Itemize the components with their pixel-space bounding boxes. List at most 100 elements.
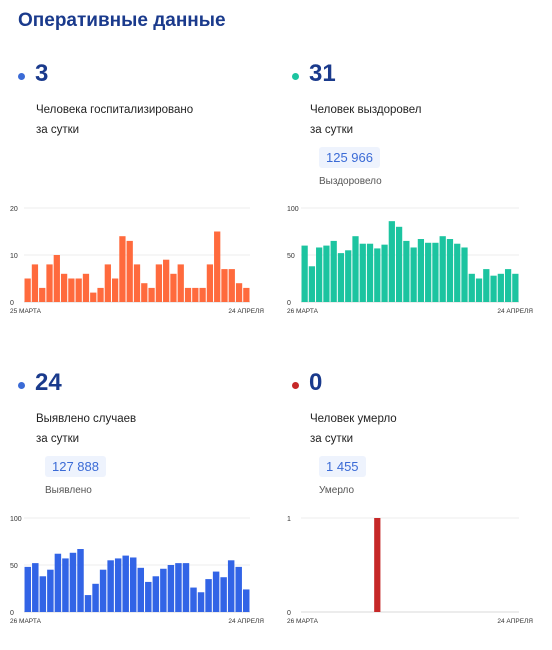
bar (47, 569, 54, 612)
panel-cases: 24 Выявлено случаев за сутки 127 888 Выя… (18, 367, 283, 650)
bar (352, 236, 359, 302)
daily-label-line2: за сутки (310, 433, 354, 445)
bar (39, 576, 47, 612)
bullet-icon (292, 73, 299, 80)
bar (133, 264, 141, 302)
bar (77, 549, 84, 612)
y-tick-label: 0 (287, 300, 291, 307)
bar (199, 287, 206, 302)
bar (337, 253, 345, 302)
bar (24, 566, 32, 612)
bar (111, 278, 119, 302)
y-tick-label: 50 (287, 253, 295, 260)
bar (137, 567, 145, 612)
daily-label: Выявлено случаев за сутки (36, 409, 256, 449)
daily-label: Человек выздоровел за сутки (310, 100, 530, 140)
daily-label-line1: Человека госпитализировано (36, 104, 194, 116)
daily-value: 24 (35, 369, 62, 396)
bar (468, 273, 475, 302)
bar (53, 255, 60, 302)
daily-label: Человека госпитализировано за сутки (36, 100, 256, 140)
bar (92, 583, 99, 612)
bullet-icon (292, 382, 299, 389)
bar (197, 592, 205, 612)
bar (152, 576, 160, 612)
bar (82, 273, 90, 302)
bar (454, 243, 461, 302)
bar (99, 569, 107, 612)
bar (475, 278, 483, 302)
total-badge: 1 455 (319, 456, 366, 477)
bar (62, 558, 69, 612)
bar (228, 269, 235, 302)
total-label: Выявлено (45, 485, 92, 496)
bar (490, 275, 497, 302)
daily-value: 0 (309, 369, 323, 396)
bar (141, 283, 148, 302)
panel-recovered: 31 Человек выздоровел за сутки 125 966 В… (292, 58, 552, 358)
bar (39, 287, 46, 302)
y-tick-label: 0 (287, 610, 291, 617)
bar (410, 247, 417, 302)
bar (97, 287, 104, 302)
bar (345, 250, 352, 302)
bar (90, 292, 97, 302)
chart-recovered: 0 50 100 26 МАРТА 24 АПРЕЛЯ (287, 206, 533, 315)
bar (395, 226, 403, 302)
daily-value: 31 (309, 60, 336, 87)
bar (425, 242, 432, 302)
daily-label-line1: Человек умерло (310, 413, 397, 425)
bar (483, 269, 490, 302)
bar (46, 264, 53, 302)
chart-hospitalized: 0 10 20 25 МАРТА 24 АПРЕЛЯ (10, 206, 264, 315)
x-start-label: 26 МАРТА (287, 308, 319, 315)
x-start-label: 26 МАРТА (10, 618, 42, 625)
bar (214, 231, 221, 302)
total-badge: 125 966 (319, 147, 380, 168)
bar (235, 283, 243, 302)
bar (148, 287, 155, 302)
bar (182, 563, 190, 612)
bar (242, 589, 250, 612)
bar (381, 244, 388, 302)
y-tick-label: 20 (10, 206, 18, 213)
bar (374, 518, 381, 612)
bar (512, 273, 519, 302)
bar (155, 264, 163, 302)
bar (160, 568, 167, 612)
bar (432, 242, 439, 302)
panel-hospitalized: 3 Человека госпитализировано за сутки (18, 58, 283, 358)
total-label: Выздоровело (319, 176, 382, 187)
bar (84, 595, 92, 612)
page-title: Оперативные данные (18, 10, 226, 31)
x-start-label: 25 МАРТА (10, 308, 42, 315)
x-end-label: 24 АПРЕЛЯ (497, 618, 533, 625)
y-tick-label: 0 (10, 300, 14, 307)
bar (374, 248, 381, 302)
bar (54, 553, 62, 612)
y-tick-label: 100 (10, 516, 22, 523)
bullet-icon (18, 73, 25, 80)
bar (330, 240, 337, 302)
bar (221, 269, 228, 302)
bar (323, 245, 330, 302)
daily-label-line2: за сутки (36, 433, 80, 445)
y-tick-label: 10 (10, 253, 18, 260)
bar (68, 278, 75, 302)
x-end-label: 24 АПРЕЛЯ (228, 308, 264, 315)
bar (190, 587, 197, 612)
y-tick-label: 50 (10, 563, 18, 570)
bar (461, 247, 468, 302)
bar (31, 264, 39, 302)
bar (167, 565, 175, 612)
bullet-icon (18, 382, 25, 389)
bar (114, 558, 122, 612)
bar (212, 571, 220, 612)
y-tick-label: 0 (10, 610, 14, 617)
bar (227, 560, 235, 612)
bar (308, 266, 316, 302)
bar (177, 264, 184, 302)
bar (497, 273, 504, 302)
panel-deaths: 0 Человек умерло за сутки 1 455 Умерло (292, 367, 552, 650)
bar (316, 247, 323, 302)
